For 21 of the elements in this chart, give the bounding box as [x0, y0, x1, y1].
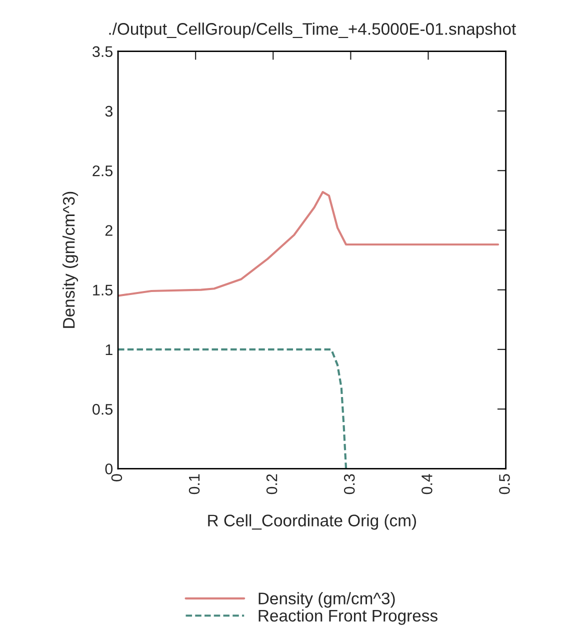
y-tick-label: 3: [105, 106, 112, 117]
x-tick-label: 0.3: [344, 474, 355, 494]
y-tick-label: 2.5: [92, 165, 113, 176]
legend-label: Density (gm/cm^3): [258, 592, 395, 608]
chart-title: ./Output_CellGroup/Cells_Time_+4.5000E-01.snapshot: [109, 22, 516, 38]
x-tick-label: 0.1: [188, 474, 200, 494]
y-tick-label: 0: [105, 464, 113, 474]
x-tick-label: 0.5: [499, 474, 510, 494]
x-tick-label: 0.2: [266, 474, 278, 494]
x-tick-label: 0: [111, 474, 122, 482]
y-tick-label: 1.5: [93, 284, 113, 296]
y-tick-label: 1: [106, 344, 112, 355]
y-tick-label: 3.5: [92, 46, 113, 58]
x-axis-title: R Cell_Coordinate Orig (cm): [208, 514, 416, 530]
y-tick-label: 0.5: [92, 404, 113, 415]
line-series: [118, 191, 500, 297]
y-axis-title: Density (gm/cm^3): [62, 192, 78, 328]
line-series: [118, 348, 348, 469]
x-tick-label: 0.4: [422, 474, 432, 494]
y-tick-label: 2: [105, 225, 112, 236]
legend-label: Reaction Front Progress: [258, 609, 438, 625]
